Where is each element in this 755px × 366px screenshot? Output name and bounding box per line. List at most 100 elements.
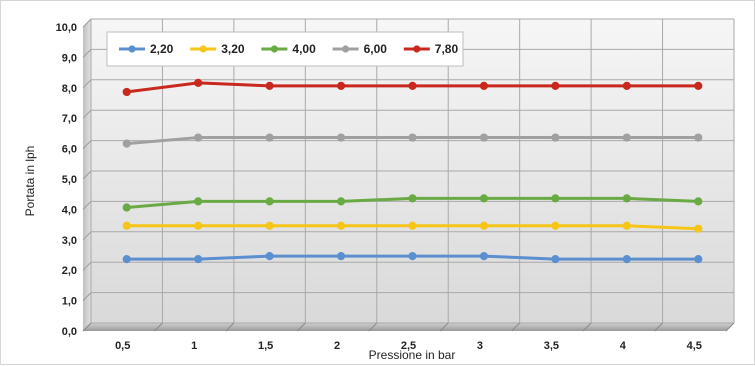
data-point [551,81,560,90]
data-point [551,133,560,142]
series-4-00 [122,194,703,212]
data-point [622,255,631,264]
data-point [408,252,417,261]
x-gridline-floor [582,322,592,332]
x-tick-label: 4,5 [687,340,702,352]
y-gridline-side [82,79,92,89]
data-point [408,133,417,142]
x-tick-label: 3 [477,340,483,352]
y-tick-label: 9,0 [62,52,77,64]
y-tick-label: 5,0 [62,174,77,186]
legend-label: 6,00 [364,42,388,56]
x-gridline-floor [439,322,449,332]
data-point [694,133,703,142]
x-gridline-floor [654,322,663,332]
y-tick-label: 0,0 [62,326,77,338]
legend-item: 4,00 [261,42,316,56]
x-gridline-floor [725,322,735,332]
data-point [122,203,131,212]
data-point [408,81,417,90]
y-gridline-side [82,18,92,28]
data-point [336,252,346,261]
legend-label: 7,80 [435,42,459,56]
legend-label: 2,20 [150,42,174,56]
legend-item: 6,00 [332,42,388,56]
y-gridline-side [82,140,92,149]
data-point [194,133,203,142]
x-tick-label: 1,5 [258,340,273,352]
y-gridline-side [82,170,92,180]
x-tick-label: 4 [620,340,627,352]
y-tick-label: 7,0 [62,113,77,125]
data-point [265,252,274,261]
data-point [694,81,703,90]
data-point [265,221,274,230]
data-point [694,255,703,264]
data-point [194,221,203,230]
y-tick-label: 4,0 [62,204,77,216]
x-tick-label: 2 [334,340,340,352]
legend-swatch-marker [413,45,421,53]
series-3-20 [122,221,703,233]
y-tick-label: 8,0 [62,83,77,95]
data-point [122,255,131,264]
y-gridline-side [82,109,92,119]
legend-label: 4,00 [292,42,316,56]
data-point [551,221,560,230]
data-point [408,194,417,203]
x-gridline-floor [82,322,92,332]
x-tick-label: 0,5 [115,340,130,352]
x-tick-label: 3,5 [544,340,559,352]
y-tick-label: 2,0 [62,265,77,277]
legend-swatch-marker [199,45,207,53]
data-point [622,221,631,230]
data-point [265,81,274,90]
series-7-80 [122,78,703,97]
data-point [551,255,560,264]
data-point [122,139,131,148]
data-point [265,197,274,206]
legend-swatch-marker [128,45,136,53]
data-point [622,194,631,203]
y-gridline-side [82,292,92,301]
data-point [479,221,489,230]
data-point [408,221,417,230]
x-gridline-floor [225,322,235,332]
x-tick-label: 2,5 [401,340,416,352]
legend-swatch-marker [270,45,278,53]
data-point [336,81,346,90]
y-gridline-side [82,261,92,271]
data-point [694,197,703,206]
y-tick-label: 10,0 [56,22,77,34]
y-gridline-side [82,201,92,210]
data-point [194,197,203,206]
data-point [336,197,346,206]
y-tick-label: 3,0 [62,235,77,247]
data-point [479,81,489,90]
y-axis-title: Portata in lph [23,146,37,217]
y-tick-label: 1,0 [62,296,77,308]
x-tick-label: 1 [191,340,197,352]
y-tick-label: 6,0 [62,144,77,156]
x-gridline-floor [154,322,163,332]
legend-item: 7,80 [403,42,459,56]
x-gridline-floor [296,322,306,332]
series-2-20 [122,252,703,264]
legend-item: 3,20 [190,42,245,56]
data-point [265,133,274,142]
x-axis-title: Pressione in bar [369,348,456,362]
y-gridline-side [82,231,92,241]
data-point [622,133,631,142]
legend-label: 3,20 [221,42,245,56]
data-point [551,194,560,203]
data-point [336,133,346,142]
data-point [194,78,203,87]
data-point [479,252,489,261]
data-point [122,221,131,230]
data-point [122,87,131,97]
series-6-00 [122,133,703,148]
data-point [479,133,489,142]
data-point [622,81,631,90]
legend-swatch-marker [342,45,350,53]
